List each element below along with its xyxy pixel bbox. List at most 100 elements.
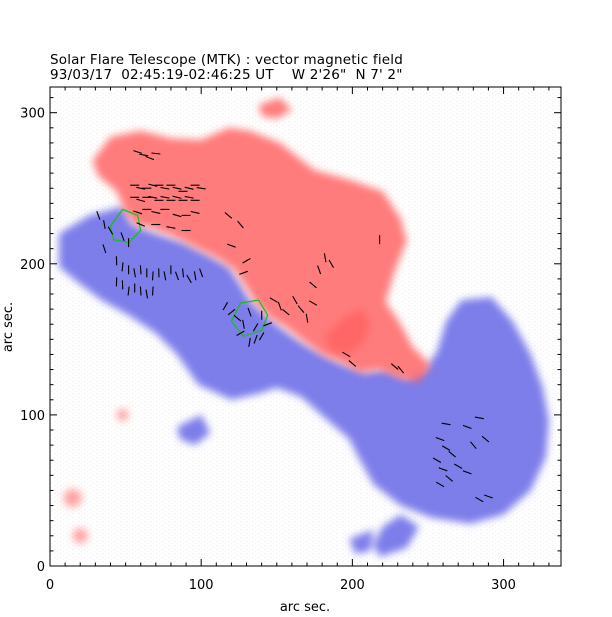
field-vector-91: [317, 265, 322, 275]
field-vector-58: [199, 268, 204, 278]
field-vector-63: [139, 286, 142, 296]
x-axis-label: arc sec.: [280, 600, 330, 615]
field-vector-43: [102, 244, 107, 254]
field-vector-13: [184, 186, 194, 190]
x-tick-label-1: 100: [189, 578, 214, 593]
field-vector-71: [222, 301, 229, 311]
field-vector-106: [448, 450, 456, 458]
field-vector-78: [263, 322, 273, 327]
field-vector-23: [172, 195, 182, 199]
field-vector-25: [184, 195, 194, 199]
field-vector-61: [127, 286, 130, 296]
field-vector-1: [139, 153, 149, 157]
x-tick-label-0: 0: [46, 578, 54, 593]
field-vector-69: [242, 258, 251, 264]
field-vector-99: [441, 422, 451, 426]
field-vector-87: [297, 305, 305, 313]
plot-frame: [49, 86, 562, 567]
field-vector-73: [233, 314, 242, 322]
positive-spot-1: [72, 528, 88, 544]
positive-spot-0: [63, 489, 82, 508]
positive-spot-2: [116, 408, 129, 421]
field-vector-85: [282, 308, 290, 316]
negative-region-2: [177, 414, 211, 446]
negative-region-0: [59, 206, 549, 524]
field-vector-64: [145, 289, 149, 299]
field-vector-34: [136, 222, 146, 227]
field-vector-70: [239, 270, 248, 275]
y-tick-label-3: 300: [20, 107, 45, 122]
field-vector-33: [190, 210, 200, 214]
x-tick-label-2: 200: [340, 578, 365, 593]
transverse-field-vectors: [96, 150, 493, 503]
field-vector-101: [474, 416, 484, 420]
field-vector-47: [133, 268, 136, 278]
field-vector-104: [435, 436, 445, 442]
field-vector-45: [121, 262, 124, 272]
field-vector-15: [196, 187, 206, 190]
field-vector-111: [484, 494, 493, 499]
field-vector-88: [305, 313, 309, 323]
field-vector-75: [247, 307, 252, 317]
field-vector-41: [120, 232, 125, 241]
y-tick-label-1: 100: [20, 409, 45, 424]
field-vector-50: [151, 271, 154, 281]
positive-region-1: [325, 309, 371, 355]
field-vector-103: [469, 441, 477, 449]
field-vector-2: [145, 155, 155, 161]
negative-region-3: [349, 529, 374, 554]
field-vector-40: [107, 226, 114, 235]
field-vector-31: [172, 213, 182, 218]
axes: [49, 86, 562, 567]
field-vector-48: [139, 265, 142, 275]
field-vector-98: [397, 365, 405, 374]
positive-region-2: [258, 97, 292, 119]
field-vector-113: [462, 470, 472, 475]
field-vector-74: [242, 319, 245, 329]
field-vector-110: [435, 481, 445, 488]
field-vector-5: [136, 186, 146, 190]
y-tick-label-0: 0: [37, 560, 45, 575]
chart-subtitle: 93/03/17 02:45:19-02:46:25 UT W 2'26" N …: [50, 67, 403, 83]
neutral-line-0: [109, 208, 142, 244]
field-vector-29: [151, 210, 161, 214]
field-vector-80: [253, 334, 258, 344]
field-vector-55: [182, 268, 185, 278]
field-vector-114: [454, 463, 463, 469]
field-vector-27: [133, 210, 143, 215]
field-vector-86: [292, 295, 298, 305]
x-tick-label-3: 300: [491, 578, 516, 593]
field-vector-72: [227, 308, 236, 316]
field-vector-54: [174, 271, 180, 281]
field-vector-89: [308, 300, 318, 306]
field-vector-92: [323, 253, 327, 263]
field-vector-102: [481, 435, 490, 443]
y-tick-label-2: 200: [20, 258, 45, 273]
field-vector-76: [252, 323, 259, 332]
field-vector-39: [103, 220, 106, 229]
neutral-lines: [109, 208, 269, 338]
field-vector-21: [160, 195, 170, 199]
axis-ticks: 0 100 200 300 0 100 200 300: [20, 87, 561, 593]
field-vector-9: [160, 186, 170, 190]
field-vector-56: [186, 274, 192, 284]
negative-region-1: [373, 514, 419, 557]
field-vector-3: [151, 152, 161, 155]
field-vector-84: [277, 301, 282, 311]
field-vector-67: [237, 220, 244, 229]
positive-polarity-regions: [63, 97, 432, 544]
field-vector-112: [475, 496, 484, 503]
field-vector-11: [172, 186, 182, 190]
field-vector-36: [166, 226, 176, 229]
field-vector-38: [96, 211, 101, 220]
field-vector-100: [462, 424, 472, 430]
field-vector-93: [328, 259, 334, 268]
field-vector-107: [432, 457, 442, 463]
field-vector-109: [445, 475, 453, 482]
field-vector-52: [163, 271, 167, 281]
field-vector-68: [227, 243, 236, 248]
field-vector-19: [148, 195, 158, 199]
field-vector-95: [348, 360, 357, 367]
field-vector-82: [236, 330, 245, 336]
